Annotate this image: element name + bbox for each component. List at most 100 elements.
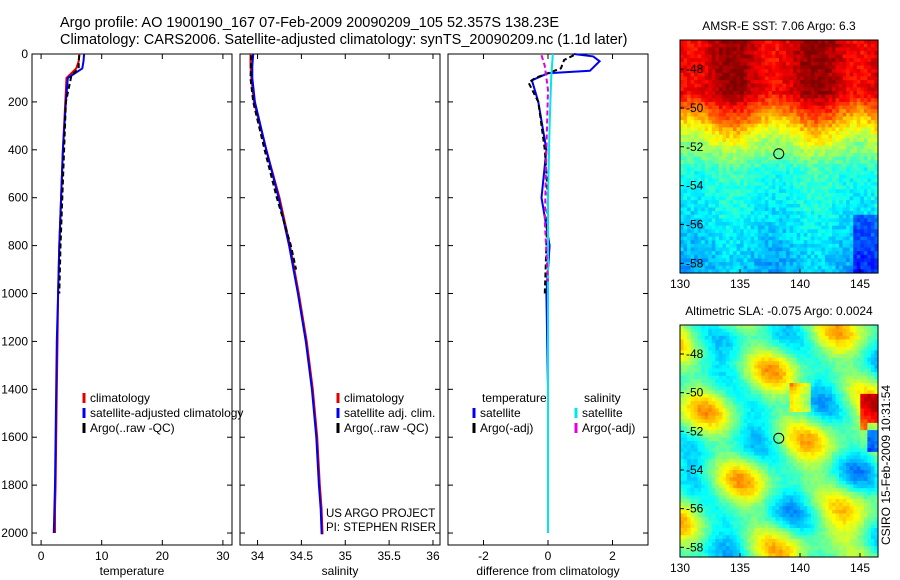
- heatmap-cell: [722, 203, 727, 209]
- heatmap-cell: [729, 181, 734, 187]
- heatmap-cell: [722, 386, 727, 391]
- heatmap-cell: [775, 141, 780, 147]
- heatmap-cell: [704, 549, 709, 554]
- heatmap-cell: [810, 101, 815, 107]
- heatmap-cell: [701, 254, 706, 260]
- heatmap-cell: [680, 40, 685, 45]
- heatmap-cell: [683, 361, 688, 366]
- heatmap-cell: [800, 225, 805, 230]
- heatmap-cell: [736, 538, 741, 544]
- heatmap-cell: [690, 339, 695, 344]
- heatmap-cell: [733, 441, 738, 446]
- heatmap-cell: [803, 50, 808, 56]
- heatmap-cell: [722, 258, 727, 263]
- heatmap-cell: [733, 328, 738, 333]
- heatmap-cell: [821, 123, 826, 128]
- heatmap-cell: [764, 105, 769, 110]
- heatmap-cell: [690, 422, 695, 428]
- heatmap-cell: [680, 174, 685, 179]
- heatmap-cell: [870, 211, 876, 216]
- heatmap-cell: [722, 339, 727, 344]
- heatmap-cell: [711, 43, 716, 48]
- heatmap-cell: [718, 141, 724, 147]
- heatmap-cell: [743, 350, 748, 355]
- heatmap-cell: [810, 247, 815, 252]
- heatmap-cell: [711, 181, 716, 187]
- heatmap-cell: [803, 69, 808, 74]
- heatmap-cell: [810, 218, 815, 223]
- heatmap-cell: [740, 466, 745, 471]
- temperature-legend-entry-label: satellite-adjusted climatology: [90, 406, 243, 420]
- heatmap-cell: [729, 426, 734, 431]
- heatmap-cell: [690, 207, 695, 212]
- heatmap-cell: [701, 499, 706, 504]
- heatmap-cell: [757, 171, 762, 176]
- heatmap-cell: [704, 480, 709, 486]
- heatmap-cell: [694, 357, 699, 362]
- heatmap-cell: [867, 156, 872, 161]
- heatmap-cell: [711, 229, 716, 234]
- heatmap-cell: [694, 127, 699, 132]
- heatmap-cell: [846, 192, 851, 198]
- heatmap-cell: [835, 247, 840, 252]
- heatmap-cell: [775, 152, 780, 158]
- heatmap-cell: [814, 229, 819, 234]
- heatmap-cell: [680, 401, 685, 406]
- heatmap-cell: [722, 54, 727, 59]
- heatmap-cell: [704, 211, 709, 216]
- heatmap-cell: [803, 222, 808, 227]
- heatmap-cell: [725, 214, 731, 219]
- heatmap-cell: [821, 43, 826, 48]
- heatmap-cell: [740, 120, 745, 125]
- heatmap-cell: [697, 211, 702, 216]
- heatmap-cell: [860, 207, 865, 212]
- heatmap-cell: [775, 192, 780, 198]
- heatmap-cell: [729, 94, 734, 99]
- heatmap-cell: [704, 433, 709, 438]
- heatmap-cell: [779, 83, 784, 88]
- heatmap-cell: [722, 433, 727, 438]
- heatmap-cell: [789, 54, 794, 59]
- heatmap-cell: [761, 262, 766, 267]
- heatmap-cell: [743, 339, 748, 344]
- heatmap-cell: [786, 207, 791, 212]
- heatmap-cell: [687, 535, 692, 540]
- heatmap-cell: [832, 109, 837, 114]
- heatmap-cell: [817, 112, 823, 118]
- heatmap-cell: [793, 214, 798, 219]
- heatmap-cell: [680, 109, 685, 114]
- heatmap-cell: [757, 65, 762, 70]
- heatmap-cell: [718, 462, 724, 467]
- heatmap-cell: [715, 109, 720, 114]
- heatmap-cell: [828, 87, 833, 92]
- heatmap-cell: [835, 156, 840, 161]
- heatmap-cell: [814, 54, 819, 59]
- heatmap-cell: [680, 412, 685, 417]
- heatmap-cell: [697, 520, 702, 525]
- heatmap-cell: [680, 422, 685, 428]
- heatmap-cell: [750, 58, 755, 63]
- heatmap-cell: [743, 236, 748, 241]
- heatmap-cell: [817, 232, 823, 238]
- heatmap-cell: [782, 69, 787, 74]
- heatmap-cell: [793, 251, 798, 256]
- heatmap-cell: [708, 462, 713, 467]
- heatmap-cell: [754, 83, 759, 88]
- heatmap-cell: [729, 120, 734, 125]
- heatmap-cell: [846, 203, 851, 209]
- heatmap-cell: [863, 141, 868, 147]
- heatmap-cell: [750, 229, 755, 234]
- heatmap-cell: [810, 160, 815, 165]
- heatmap-cell: [856, 167, 861, 172]
- heatmap-cell: [694, 408, 699, 413]
- heatmap-cell: [754, 98, 759, 103]
- heatmap-cell: [683, 531, 688, 536]
- heatmap-cell: [761, 141, 766, 147]
- heatmap-cell: [697, 332, 702, 337]
- heatmap-cell: [722, 61, 727, 67]
- heatmap-cell: [722, 346, 727, 351]
- heatmap-cell: [807, 189, 812, 194]
- heatmap-cell: [704, 441, 709, 446]
